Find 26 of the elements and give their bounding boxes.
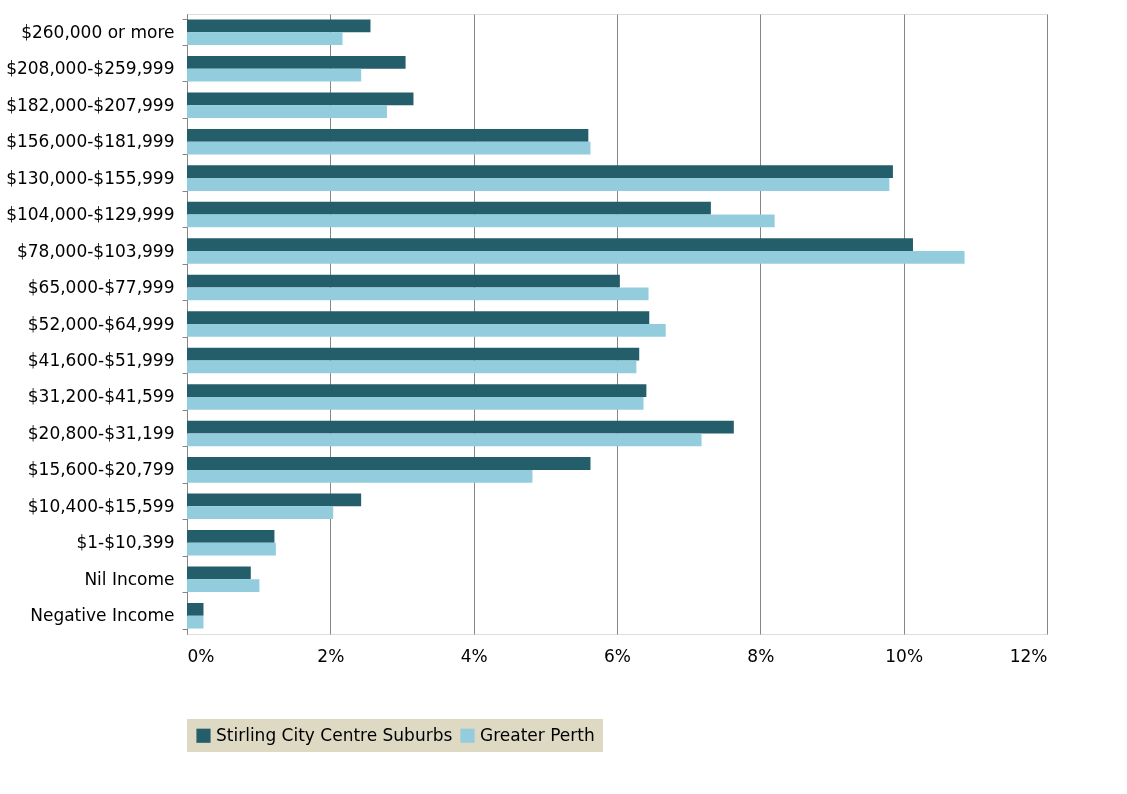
x-tick-label: 2% [317, 645, 345, 666]
y-tick-label: $260,000 or more [21, 21, 175, 42]
x-tick-label: 8% [747, 645, 775, 666]
y-tick-label: $130,000-$155,999 [6, 167, 175, 188]
x-tick-label: 10% [885, 645, 924, 666]
y-tick-label: $208,000-$259,999 [6, 58, 175, 79]
y-tick-label: $78,000-$103,999 [16, 240, 175, 261]
y-tick-label: $1-$10,399 [76, 532, 175, 553]
y-tick-label: $41,600-$51,999 [27, 349, 175, 370]
y-tick-label: $156,000-$181,999 [6, 131, 175, 152]
x-tick-label: 4% [460, 645, 488, 666]
y-tick-label: $104,000-$129,999 [6, 204, 175, 225]
x-tick-label: 6% [604, 645, 631, 666]
x-tick-label: 12% [1009, 645, 1048, 666]
y-tick-label: $31,200-$41,599 [27, 386, 175, 407]
y-tick-label: Nil Income [84, 568, 175, 589]
y-tick-label: $182,000-$207,999 [6, 94, 175, 115]
x-tick-label: 0% [187, 645, 215, 666]
y-tick-label: $10,400-$15,599 [27, 495, 175, 516]
y-tick-label: $65,000-$77,999 [27, 277, 175, 298]
legend-label: Greater Perth [480, 724, 595, 745]
y-tick-label: $15,600-$20,799 [27, 459, 175, 480]
y-tick-label: $20,800-$31,199 [27, 422, 175, 443]
y-tick-label: $52,000-$64,999 [27, 313, 175, 334]
legend-label: Stirling City Centre Suburbs [216, 724, 453, 745]
y-tick-label: Negative Income [30, 605, 175, 626]
